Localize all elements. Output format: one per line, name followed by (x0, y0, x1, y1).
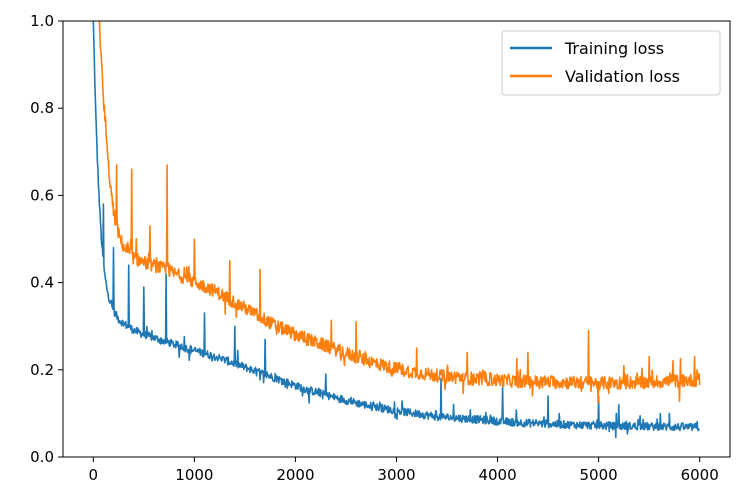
y-tick-label: 0.2 (30, 361, 54, 379)
y-tick-label: 1.0 (30, 12, 54, 30)
legend-label-training: Training loss (564, 39, 664, 58)
x-tick-label: 5000 (580, 466, 618, 484)
legend: Training loss Validation loss (501, 30, 721, 96)
legend-frame (501, 30, 721, 96)
y-tick-label: 0.0 (30, 448, 54, 466)
y-tick-label: 0.4 (30, 274, 54, 292)
y-tick-label: 0.8 (30, 99, 54, 117)
series-validation-loss (98, 21, 701, 404)
y-tick-label: 0.6 (30, 186, 54, 204)
x-tick-label: 2000 (276, 466, 314, 484)
legend-label-validation: Validation loss (565, 67, 680, 86)
x-tick-label: 6000 (681, 466, 719, 484)
x-tick-label: 0 (89, 466, 99, 484)
axes-layer: 0 1000 2000 3000 4000 5000 6000 0.0 0.2 0.4 0.6 0.8… (30, 12, 731, 484)
series-layer (92, 21, 701, 439)
x-tick-label: 4000 (478, 466, 516, 484)
x-tick-label: 1000 (175, 466, 213, 484)
x-tick-label: 3000 (377, 466, 415, 484)
